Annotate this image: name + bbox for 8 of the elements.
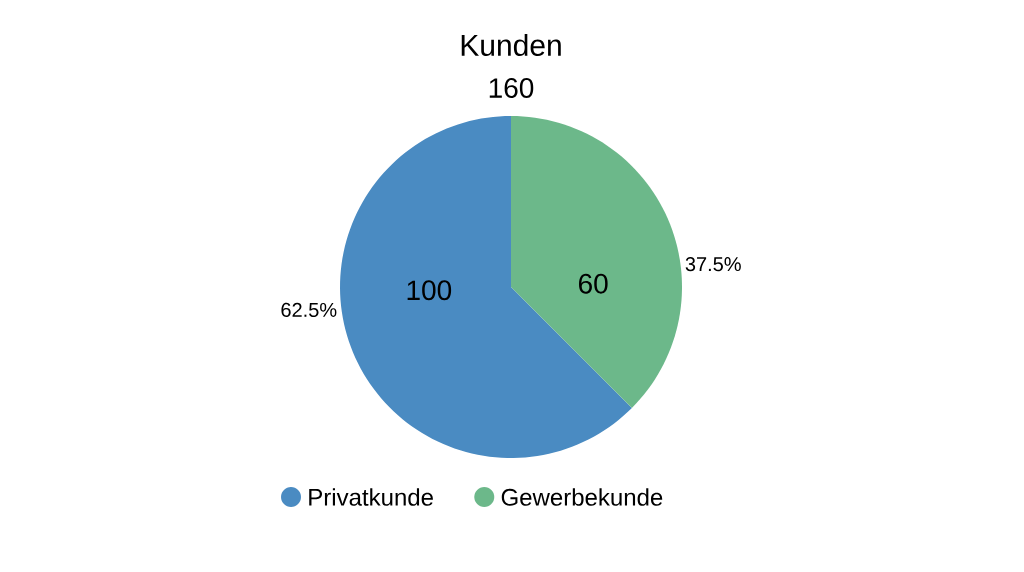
legend-label: Gewerbekunde bbox=[501, 488, 663, 506]
chart-subtitle: 160 bbox=[489, 78, 534, 98]
data-label: 60 bbox=[579, 273, 608, 294]
text: 37.5% bbox=[685, 257, 741, 272]
data-label: 100 bbox=[407, 280, 452, 301]
chart-title: Kunden bbox=[461, 33, 561, 57]
legend-label: Privatkunde bbox=[309, 488, 433, 506]
text: 62.5% bbox=[281, 302, 337, 317]
